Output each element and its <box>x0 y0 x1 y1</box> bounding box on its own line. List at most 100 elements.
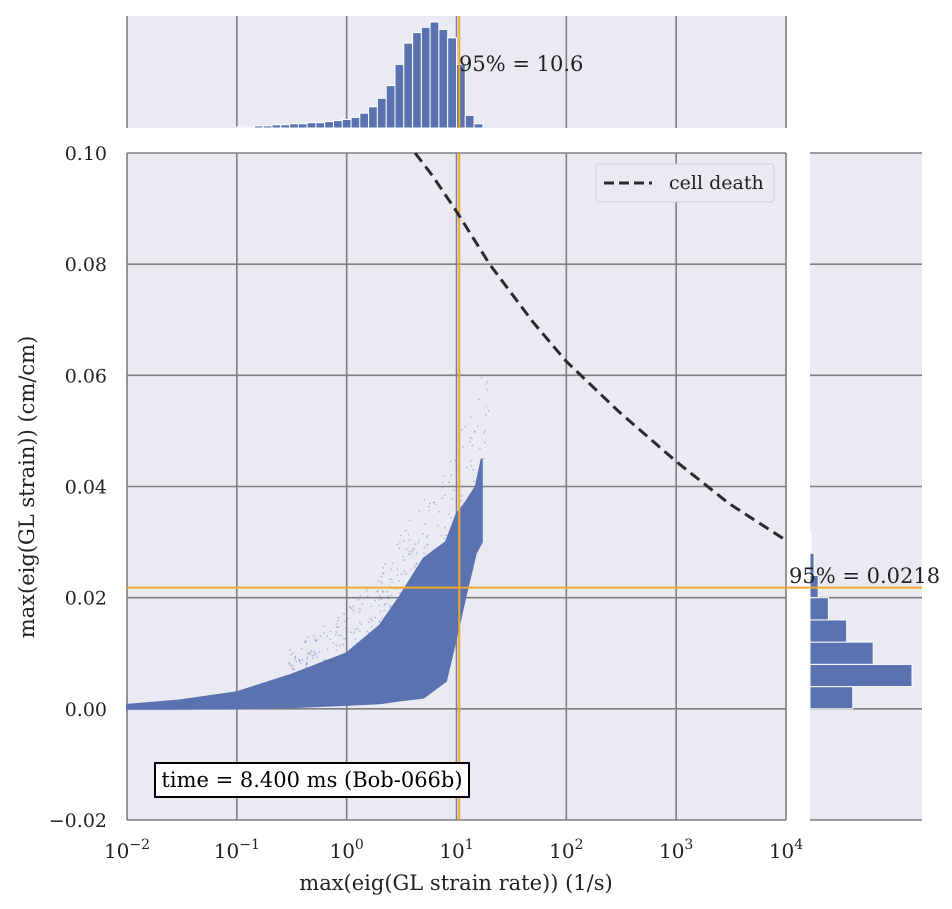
top-histogram-bar <box>253 125 264 129</box>
y-tick-label: 0.04 <box>65 477 107 499</box>
scatter-point <box>323 632 325 634</box>
scatter-point <box>486 380 489 383</box>
scatter-point <box>332 642 335 644</box>
scatter-point <box>423 552 425 555</box>
top-histogram-bar <box>412 32 422 129</box>
x-tick-label: 101 <box>439 837 473 863</box>
scatter-point <box>315 663 318 666</box>
scatter-point <box>391 581 393 584</box>
scatter-point <box>427 509 430 512</box>
scatter-point <box>359 611 361 613</box>
x-tick-label: 100 <box>329 837 363 863</box>
scatter-point <box>379 611 382 613</box>
scatter-point <box>339 644 341 647</box>
scatter-point <box>309 653 311 655</box>
scatter-point <box>380 598 383 600</box>
scatter-point <box>485 413 487 416</box>
scatter-point <box>405 529 407 532</box>
scatter-point <box>340 634 343 637</box>
scatter-point <box>288 662 291 664</box>
scatter-point <box>349 607 352 609</box>
right-histogram-bar <box>809 686 854 710</box>
scatter-point <box>356 627 359 630</box>
scatter-point <box>294 655 297 658</box>
y-tick-label: 0.08 <box>65 254 107 276</box>
scatter-point <box>462 502 465 504</box>
scatter-point <box>334 634 337 636</box>
scatter-point <box>359 594 362 597</box>
scatter-point <box>351 607 353 609</box>
scatter-point <box>415 563 418 565</box>
scatter-point <box>301 659 304 661</box>
top-histogram-bar <box>333 120 343 129</box>
scatter-point <box>289 664 292 667</box>
scatter-point <box>314 638 316 640</box>
scatter-point <box>378 604 381 607</box>
scatter-point <box>396 574 399 576</box>
scatter-point <box>345 637 347 640</box>
top-histogram-bar <box>456 63 466 129</box>
main-scatter-panel: 10−2 10−1 100 101 102 103 104 −0.02 0.00 0.02 0.0… <box>15 143 918 895</box>
scatter-point <box>382 591 385 593</box>
scatter-point <box>408 553 411 555</box>
scatter-point <box>288 663 291 665</box>
scatter-point <box>432 549 435 551</box>
scatter-point <box>482 432 485 434</box>
top-histogram-bar <box>394 63 405 129</box>
scatter-point <box>442 486 444 489</box>
scatter-point <box>460 499 463 502</box>
scatter-point <box>335 644 338 647</box>
top-histogram-bar <box>297 123 308 129</box>
scatter-point <box>323 659 325 662</box>
x-tick-label: 104 <box>769 837 803 863</box>
scatter-point <box>461 495 463 497</box>
scatter-point <box>359 630 361 632</box>
scatter-point <box>292 664 295 667</box>
scatter-point <box>335 631 338 633</box>
scatter-point <box>291 652 294 654</box>
scatter-point <box>398 547 401 549</box>
scatter-point <box>291 667 293 669</box>
y-tick-label: 0.02 <box>65 588 107 610</box>
scatter-point <box>405 548 408 551</box>
top-histogram-bar <box>385 85 396 129</box>
top-histogram-bar <box>245 126 255 129</box>
scatter-point <box>384 562 386 565</box>
scatter-point <box>289 648 291 651</box>
scatter-point <box>298 660 301 662</box>
scatter-point <box>479 447 481 450</box>
scatter-point <box>342 643 345 646</box>
scatter-point <box>338 634 340 636</box>
scatter-point <box>361 603 364 606</box>
y-tick-label: −0.02 <box>49 810 107 832</box>
scatter-point <box>429 502 431 505</box>
scatter-point <box>318 651 321 654</box>
scatter-point <box>418 510 421 512</box>
scatter-point <box>474 431 476 433</box>
scatter-point <box>319 635 322 637</box>
scatter-point <box>306 656 309 659</box>
scatter-point <box>368 621 370 623</box>
scatter-point <box>409 553 411 556</box>
scatter-point <box>443 494 446 497</box>
scatter-point <box>422 532 424 535</box>
scatter-point <box>469 440 471 443</box>
scatter-point <box>470 416 472 419</box>
right-histogram-95-label: 95% = 0.0218 <box>789 564 940 588</box>
scatter-point <box>313 650 315 652</box>
scatter-point <box>304 641 306 644</box>
y-axis-label: max(eig(GL strain)) (cm/cm) <box>15 336 39 639</box>
scatter-point <box>387 595 390 597</box>
top-histogram-bar <box>236 126 247 129</box>
scatter-point <box>413 564 416 567</box>
scatter-point <box>423 547 426 549</box>
scatter-point <box>486 389 488 391</box>
scatter-point <box>291 672 293 675</box>
scatter-point <box>487 409 490 412</box>
scatter-point <box>414 566 417 569</box>
scatter-point <box>389 606 392 608</box>
scatter-point <box>294 658 297 661</box>
x-axis-label: max(eig(GL strain rate)) (1/s) <box>299 871 612 895</box>
scatter-point <box>335 623 338 625</box>
scatter-point <box>414 543 417 545</box>
